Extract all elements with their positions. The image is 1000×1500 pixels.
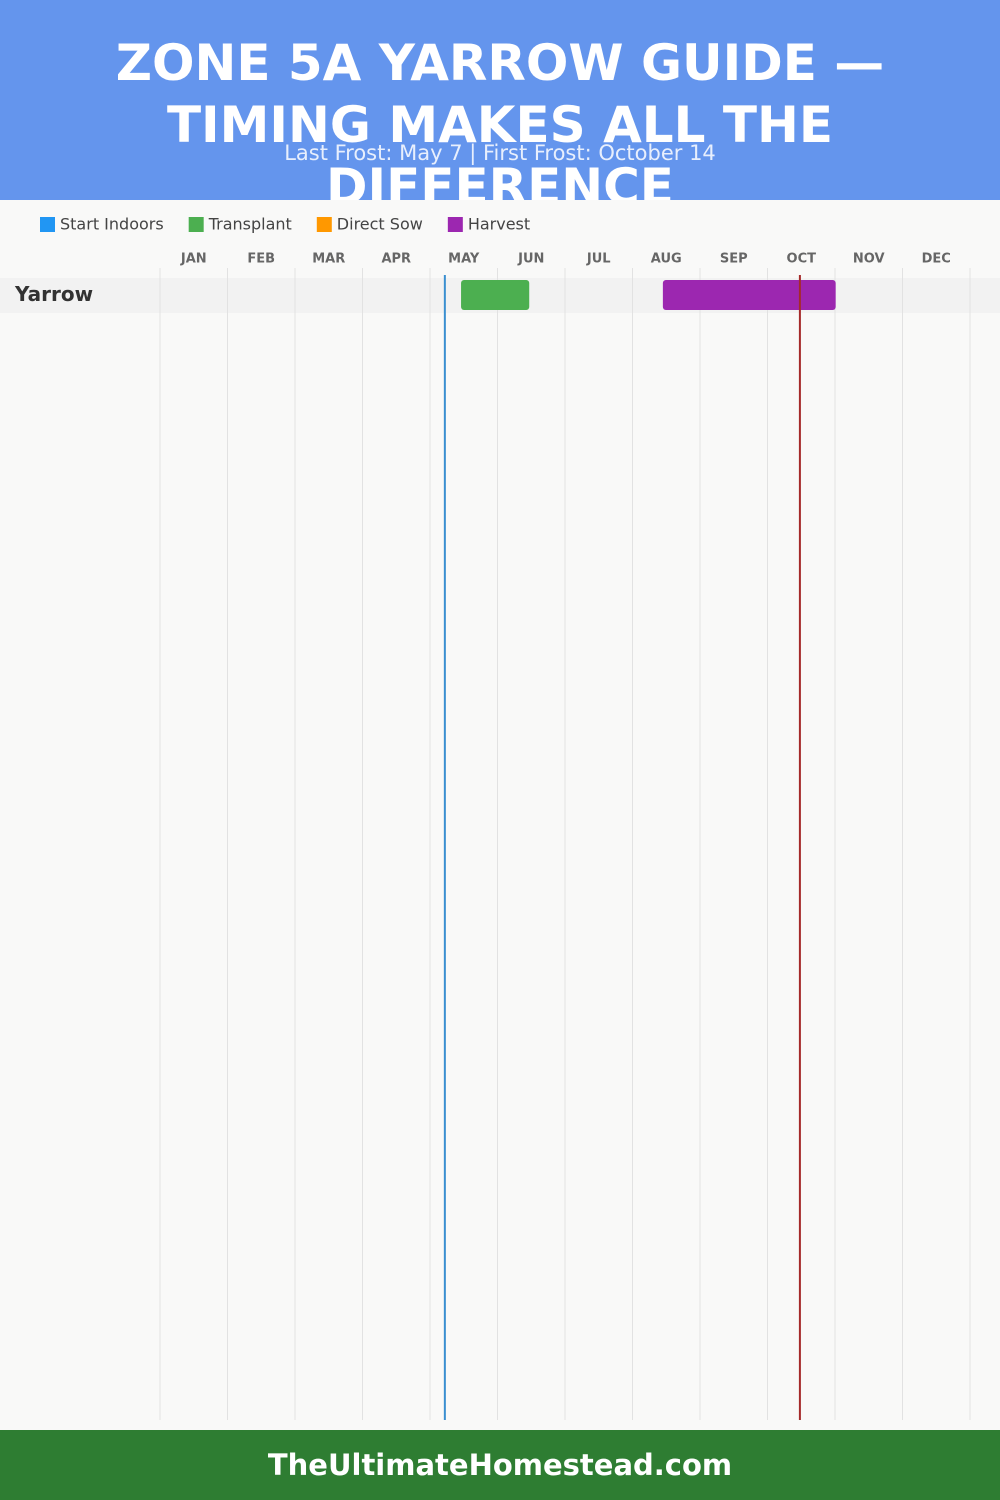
- legend-label: Harvest: [468, 215, 530, 234]
- footer: TheUltimateHomestead.com: [0, 1430, 1000, 1500]
- x-tick-label: FEB: [247, 252, 275, 267]
- x-tick-label: DEC: [922, 252, 951, 267]
- chart-subtitle: Last Frost: May 7 | First Frost: October…: [284, 141, 716, 165]
- x-tick-label: JUL: [586, 252, 611, 267]
- legend-label: Transplant: [208, 215, 292, 234]
- row-label: Yarrow: [14, 282, 93, 306]
- chart: JAN FEB MAR APR MAY JUN JUL AUG SEP OCT NOV DEC Yarr…: [0, 215, 1000, 1420]
- x-tick-label: OCT: [787, 252, 817, 267]
- legend-label: Direct Sow: [337, 215, 423, 234]
- x-tick-label: MAY: [448, 252, 480, 267]
- x-tick-label: MAR: [312, 252, 345, 267]
- legend-swatch: [40, 217, 55, 232]
- bar: [662, 280, 836, 310]
- legend-label: Start Indoors: [60, 215, 164, 234]
- x-tick-label: JUN: [517, 252, 544, 267]
- x-tick-label: SEP: [720, 252, 748, 267]
- chart-title: ZONE 5A YARROW GUIDE — TIMING MAKES ALL …: [115, 34, 885, 200]
- bar: [461, 280, 530, 310]
- x-tick-label: AUG: [651, 252, 682, 267]
- x-tick-label: JAN: [180, 252, 207, 267]
- legend-swatch: [447, 217, 463, 232]
- header: ZONE 5A YARROW GUIDE — TIMING MAKES ALL …: [0, 0, 1000, 200]
- legend-swatch: [316, 217, 332, 232]
- legend-swatch: [188, 217, 204, 232]
- x-tick-label: NOV: [853, 252, 885, 267]
- x-tick-label: APR: [381, 252, 411, 267]
